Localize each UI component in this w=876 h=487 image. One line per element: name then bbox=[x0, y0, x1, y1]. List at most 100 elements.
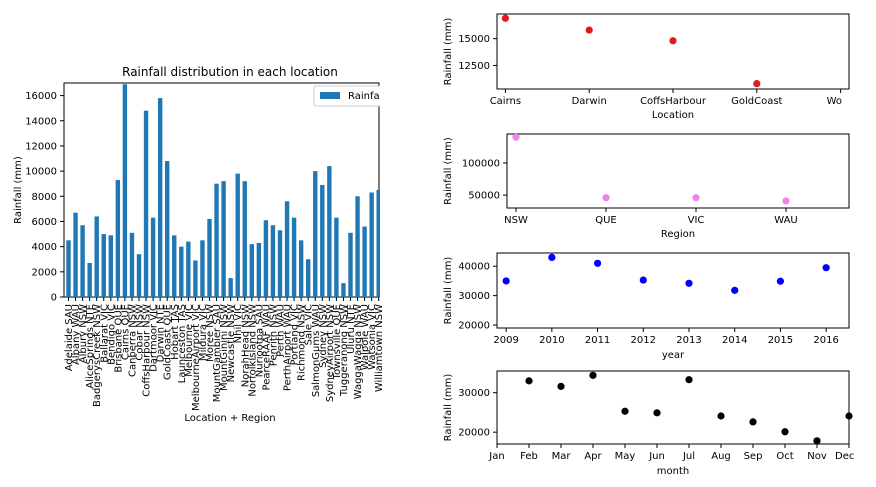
bar bbox=[193, 260, 198, 297]
xaxis-label: Location bbox=[652, 110, 694, 121]
xtick-label: GoldCoast bbox=[731, 96, 782, 107]
scatter-month: 20000 30000 Jan Feb Mar Apr May Jun Jul Aug Sep Oct… bbox=[443, 370, 854, 477]
data-point bbox=[557, 382, 565, 390]
bar-xtick-label: Perth WAU bbox=[276, 304, 287, 357]
data-point bbox=[692, 194, 700, 202]
ytick-label: 20000 bbox=[458, 428, 490, 439]
data-point bbox=[685, 376, 693, 384]
bar bbox=[221, 181, 226, 297]
bar bbox=[327, 166, 332, 297]
bar-xtick-label: Watsonia VIC bbox=[367, 304, 378, 370]
data-point bbox=[621, 407, 629, 415]
xtick-label: Oct bbox=[776, 451, 793, 462]
xtick-label: 2011 bbox=[585, 335, 610, 346]
bar bbox=[298, 240, 304, 297]
bar-xtick-label: Walpole WAU bbox=[360, 304, 371, 370]
xtick-label: Jun bbox=[648, 451, 665, 462]
legend-swatch bbox=[320, 92, 340, 99]
bar-xtick-label: Cairns QUE bbox=[120, 304, 131, 360]
data-point bbox=[753, 80, 761, 88]
ytick-label: 50000 bbox=[468, 191, 500, 202]
scatter-year: 20000 30000 40000 2009 2010 2011 2012 2013 2014 2… bbox=[443, 252, 850, 361]
bar bbox=[369, 192, 374, 297]
bar bbox=[136, 254, 142, 297]
xaxis-label: Region bbox=[661, 229, 695, 240]
ytick-label: 30000 bbox=[458, 388, 490, 399]
xtick-label: 2010 bbox=[539, 335, 564, 346]
bar-xtick-label: Portland VIC bbox=[290, 304, 301, 365]
bar bbox=[80, 225, 85, 297]
bar bbox=[306, 259, 311, 297]
bar-xtick-label: Albany WAU bbox=[71, 304, 82, 365]
bar-xtick-label: MountGinini NSW bbox=[219, 304, 230, 391]
bar-xtick-label: Dartmoor VIC bbox=[149, 304, 160, 372]
data-point bbox=[685, 279, 693, 287]
bar bbox=[256, 242, 262, 297]
bar bbox=[284, 201, 290, 297]
bar bbox=[66, 240, 71, 297]
xtick-label: Sep bbox=[744, 451, 763, 462]
bar-xtick-label: Tuggeranong NSW bbox=[339, 304, 350, 397]
data-point bbox=[731, 286, 739, 294]
ytick-label: 100000 bbox=[462, 158, 500, 169]
xtick-label: Apr bbox=[584, 451, 602, 462]
xtick-label: 2012 bbox=[631, 335, 656, 346]
bar bbox=[101, 234, 106, 297]
bar-chart-title: Rainfall distribution in each location bbox=[122, 65, 338, 79]
bar bbox=[122, 84, 128, 298]
bar bbox=[73, 212, 78, 297]
bar-xtick-label: Adelaide SAU bbox=[64, 304, 75, 371]
bar bbox=[143, 110, 149, 297]
data-point bbox=[749, 418, 757, 426]
bar-ytick-label: 12000 bbox=[25, 141, 57, 152]
bar bbox=[200, 240, 205, 297]
bar bbox=[277, 230, 283, 297]
bar bbox=[348, 232, 353, 297]
xtick-label: Jan bbox=[488, 451, 504, 462]
bar bbox=[291, 217, 297, 297]
bar-xtick-label: Melbourne VIC bbox=[184, 304, 195, 377]
xtick-label: Aug bbox=[711, 451, 731, 462]
data-point bbox=[717, 412, 725, 420]
xtick-label: Jul bbox=[682, 451, 695, 462]
xtick-label: Feb bbox=[520, 451, 538, 462]
bar-xtick-label: PearceRAAF WAU bbox=[261, 304, 272, 390]
bar-xtick-label: Williamtown NSW bbox=[374, 304, 385, 392]
xtick-label: 2013 bbox=[676, 335, 701, 346]
bar-xtick-label: WaggaWagga NSW bbox=[353, 304, 364, 399]
bar-xtick-label: Albury NSW bbox=[78, 304, 89, 363]
bar-xtick-label: Penrith NSW bbox=[268, 304, 279, 366]
bar-chart-xlabel: Location + Region bbox=[184, 413, 275, 424]
xtick-label: 2015 bbox=[768, 335, 793, 346]
bar bbox=[270, 225, 276, 297]
bar-xtick-label: MountGambier SAU bbox=[212, 304, 223, 402]
data-point bbox=[639, 276, 647, 284]
bar-ytick-label: 0 bbox=[51, 293, 57, 304]
data-point bbox=[781, 428, 789, 436]
bar bbox=[249, 244, 254, 297]
data-point bbox=[669, 37, 677, 45]
bar bbox=[108, 235, 113, 297]
bar-ytick-label: 6000 bbox=[32, 217, 57, 228]
bar-chart-clip bbox=[380, 60, 410, 300]
bar-xtick-label: Brisbane QUE bbox=[113, 304, 124, 373]
bar bbox=[263, 220, 269, 297]
bar bbox=[157, 98, 163, 297]
bar-xtick-label: Ballarat VIC bbox=[99, 304, 110, 363]
bar-xtick-label: Townsville QUE bbox=[332, 304, 343, 380]
bar-xtick-label: CoffsHarbour NSW bbox=[142, 304, 153, 397]
bar-xtick-label: AliceSprings NTE bbox=[85, 304, 96, 389]
bar bbox=[94, 216, 99, 297]
bar-xtick-label: Cobar NSW bbox=[135, 304, 146, 361]
xtick-label: CoffsHarbour bbox=[640, 96, 707, 107]
bar-xtick-label: Hobart TAS bbox=[170, 304, 181, 360]
ytick-label: 40000 bbox=[458, 262, 490, 273]
bar-xtick-label: Nuriootpa SAU bbox=[254, 304, 265, 377]
data-point bbox=[845, 412, 853, 420]
bar-xtick-label: Nhil VIC bbox=[233, 304, 244, 343]
bar-xtick-label: MelbourneAirport VIC bbox=[191, 304, 202, 411]
bar bbox=[150, 217, 156, 297]
bar-xtick-label: Canberra NSW bbox=[127, 304, 138, 377]
bar-xtick-label: Newcastle NSW bbox=[226, 304, 237, 383]
